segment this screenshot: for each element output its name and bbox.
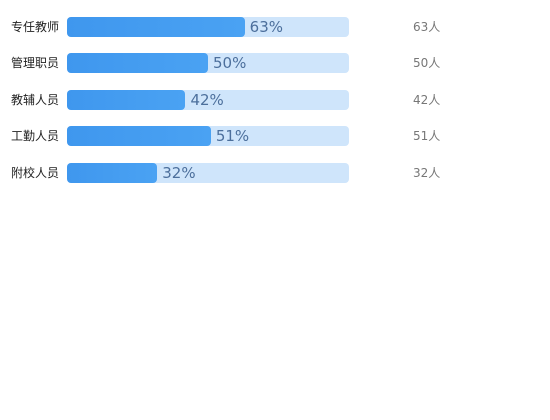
category-label: 管理职员 (11, 56, 60, 71)
bar-track: 32% (67, 162, 349, 183)
bar-row: 专任教师 63% 63人 (0, 17, 550, 38)
category-label: 工勤人员 (11, 129, 60, 144)
bar-fill (67, 53, 208, 74)
count-label: 50人 (413, 56, 441, 71)
bar-row: 工勤人员 51% 51人 (0, 126, 550, 147)
value-label: 50% (213, 54, 247, 73)
value-label: 42% (190, 90, 224, 109)
category-label: 专任教师 (11, 20, 60, 34)
bar-track: 42% (67, 89, 349, 110)
bar-fill (67, 89, 186, 110)
value-label: 32% (162, 163, 196, 182)
value-label: 63% (249, 18, 283, 36)
count-label: 32人 (413, 165, 441, 180)
category-label: 教辅人员 (11, 92, 60, 107)
bar-track: 63% (67, 17, 349, 37)
count-label: 63人 (413, 20, 441, 34)
count-label: 42人 (413, 92, 441, 107)
bar-row: 管理职员 50% 50人 (0, 53, 550, 74)
category-label: 附校人员 (11, 165, 60, 180)
bar-track: 51% (67, 126, 349, 147)
bar-row: 附校人员 32% 32人 (0, 162, 550, 184)
bar-fill (67, 17, 245, 37)
bar-fill (67, 162, 158, 183)
value-label: 51% (215, 127, 250, 146)
count-label: 51人 (413, 129, 441, 144)
bar-fill (67, 126, 211, 147)
bar-track: 50% (67, 53, 349, 74)
bar-row: 教辅人员 42% 42人 (0, 89, 550, 111)
